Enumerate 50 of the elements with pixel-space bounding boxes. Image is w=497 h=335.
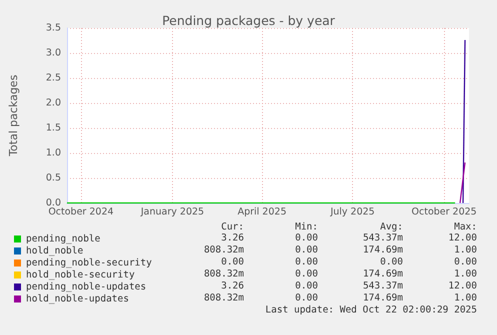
y-tick-label: 2.0 xyxy=(46,98,61,108)
y-tick-label: 3.0 xyxy=(46,48,61,58)
text: Avg: xyxy=(380,222,404,232)
legend-label: hold_noble-updates xyxy=(26,294,129,304)
text: 0.00 xyxy=(221,256,244,268)
text: Cur: xyxy=(221,222,244,232)
chart-title: Pending packages - by year xyxy=(162,13,336,28)
legend-label: pending_noble-security xyxy=(26,258,152,268)
x-tick-label: October 2024 xyxy=(48,206,114,218)
legend-label: hold_noble xyxy=(26,246,84,256)
text: 0.00 xyxy=(295,268,318,280)
text: 0.00 xyxy=(295,232,318,244)
x-tick-label: July 2025 xyxy=(329,206,375,218)
text: 174.69m xyxy=(362,244,404,256)
text: Last update: Wed Oct 22 02:00:29 2025 xyxy=(265,304,478,316)
text: 0.00 xyxy=(454,256,478,268)
x-tick-label: October 2025 xyxy=(412,206,477,218)
text: 174.69m xyxy=(362,268,404,280)
text: 0.00 xyxy=(380,256,404,268)
text: 0.00 xyxy=(295,292,318,304)
text: 174.69m xyxy=(362,292,404,304)
legend-label: pending_noble xyxy=(26,234,101,244)
text: 12.00 xyxy=(448,232,478,244)
text: 543.37m xyxy=(362,280,404,292)
text: 808.32m xyxy=(204,244,244,256)
text: 3.26 xyxy=(221,232,244,244)
text: 3.26 xyxy=(221,280,244,292)
text: 1.00 xyxy=(454,244,478,256)
y-tick-label: 3.5 xyxy=(46,22,61,34)
y-tick-label: 1.0 xyxy=(46,148,61,158)
text: 1.00 xyxy=(454,292,478,304)
x-tick-label: April 2025 xyxy=(238,206,286,218)
text: Max: xyxy=(454,222,478,232)
y-tick-label: 0.5 xyxy=(46,172,61,184)
x-tick-label: January 2025 xyxy=(140,206,204,218)
y-tick-label: 2.5 xyxy=(46,72,61,84)
text: Min: xyxy=(295,222,318,232)
y-tick-label: 1.5 xyxy=(46,122,61,134)
text: 0.00 xyxy=(295,280,318,292)
text: 0.00 xyxy=(295,244,318,256)
text: 12.00 xyxy=(448,280,478,292)
text: 543.37m xyxy=(362,232,404,244)
legend-label: pending_noble-updates xyxy=(26,282,146,292)
text: 1.00 xyxy=(454,268,478,280)
text: 808.32m xyxy=(204,292,244,304)
y-tick-label: 0.0 xyxy=(46,198,61,208)
text: 808.32m xyxy=(204,268,244,280)
legend-label: hold_noble-security xyxy=(26,270,135,280)
text: 0.00 xyxy=(295,256,318,268)
y-axis-title: Total packages xyxy=(7,74,20,158)
